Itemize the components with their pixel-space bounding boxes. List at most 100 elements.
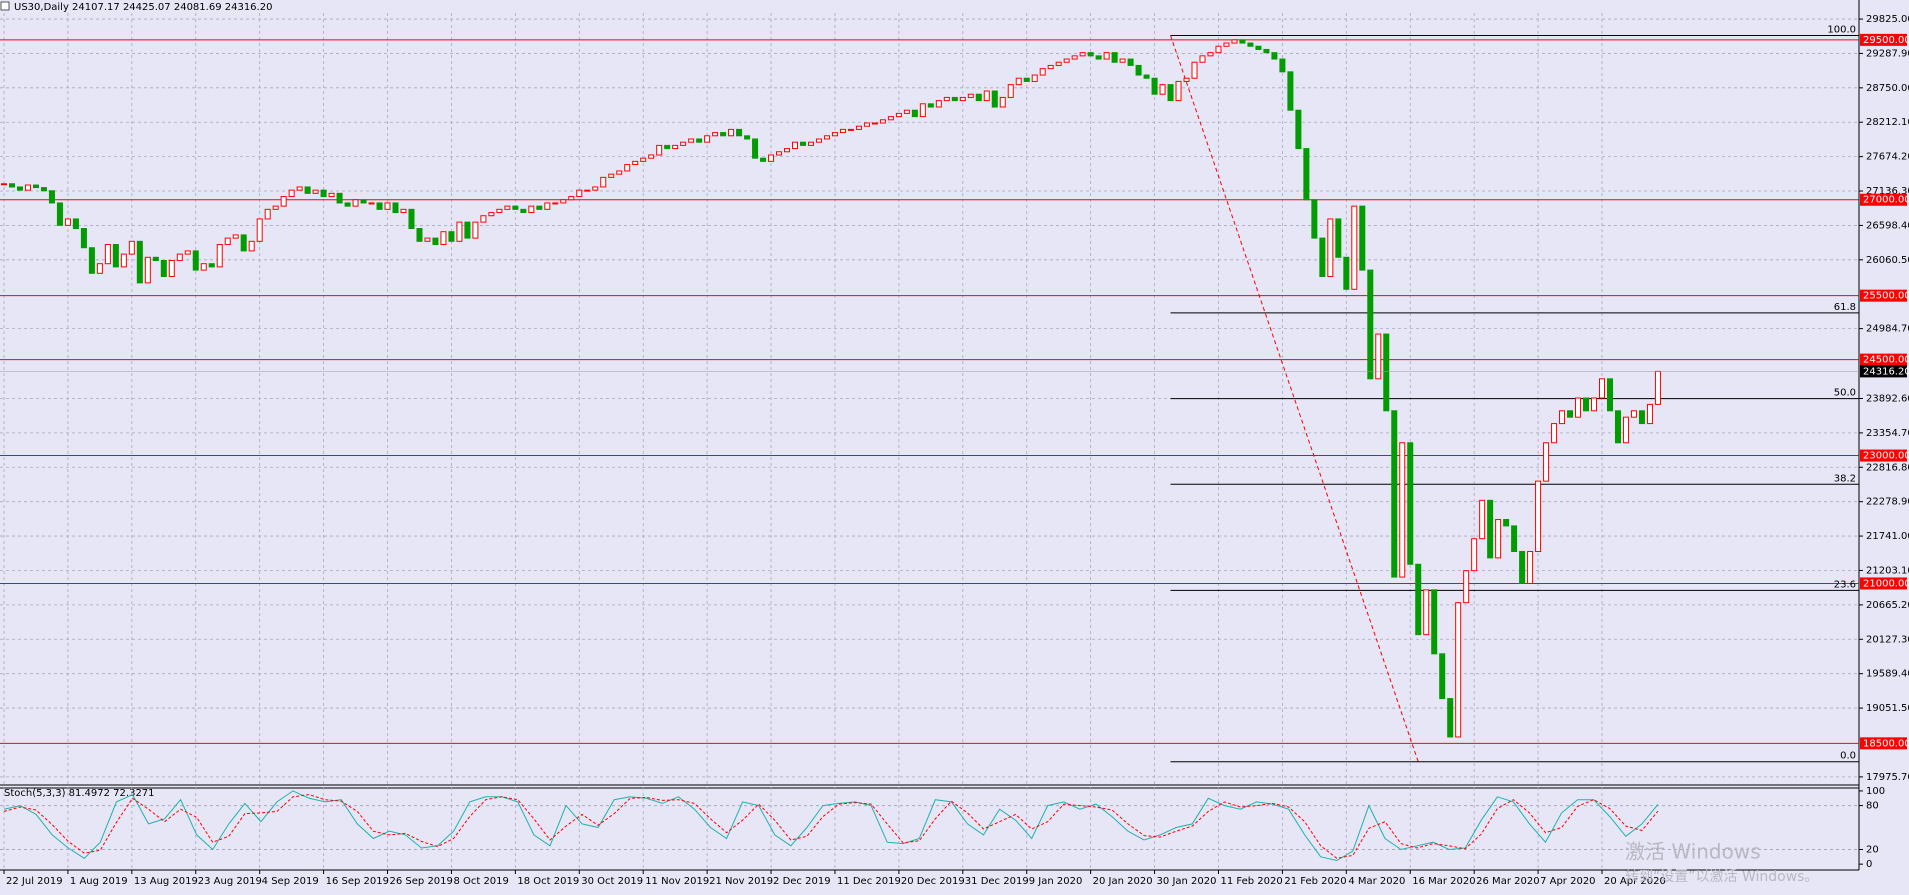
candle: [1319, 237, 1326, 277]
candle: [991, 90, 998, 108]
candle: [807, 141, 814, 146]
candle: [528, 205, 535, 214]
candle: [1263, 48, 1270, 54]
x-tick-label: 30 Jan 2020: [1157, 876, 1217, 887]
candle: [847, 128, 854, 131]
candle: [1646, 403, 1653, 425]
candle: [1391, 410, 1398, 578]
candle: [248, 240, 255, 252]
x-tick-label: 20 Dec 2019: [901, 876, 965, 887]
candle: [280, 196, 287, 207]
x-tick-label: 16 Mar 2020: [1412, 876, 1475, 887]
level-label: 18500.00: [1863, 738, 1909, 749]
candle: [1622, 416, 1629, 444]
candle: [544, 202, 551, 210]
candle: [448, 231, 455, 242]
candle: [144, 256, 151, 284]
candle: [368, 202, 375, 205]
candle: [1015, 77, 1022, 86]
y-tick-label: 23354.70: [1866, 428, 1909, 439]
candle: [1471, 538, 1478, 572]
candle: [536, 205, 543, 210]
candle: [560, 199, 567, 204]
candle: [1255, 45, 1262, 50]
candle: [975, 93, 982, 102]
y-tick-label: 20665.20: [1866, 600, 1909, 611]
candle: [911, 109, 918, 118]
y-tick-label: 17975.70: [1866, 772, 1909, 783]
candle: [1127, 58, 1134, 66]
candle: [768, 154, 775, 162]
candle: [1103, 52, 1110, 60]
candle: [983, 90, 990, 102]
candle: [424, 237, 431, 242]
level-label-box: [1860, 577, 1907, 590]
level-label-box: [1860, 193, 1907, 206]
candle: [264, 208, 271, 220]
candle: [1311, 199, 1318, 239]
level-label: 23000.00: [1863, 451, 1909, 462]
candle: [887, 116, 894, 121]
candle: [1463, 570, 1470, 604]
candle: [176, 253, 183, 261]
candle: [1247, 42, 1254, 47]
candle: [1567, 410, 1574, 418]
candle: [80, 228, 87, 249]
candle: [232, 234, 239, 239]
x-tick-label: 23 Aug 2019: [198, 876, 262, 887]
candle: [967, 93, 974, 98]
candle: [600, 176, 607, 188]
candle: [1503, 519, 1510, 527]
candle: [192, 250, 199, 271]
candle: [56, 202, 63, 226]
level-label: 25500.00: [1863, 291, 1909, 302]
level-label: 27000.00: [1863, 195, 1909, 206]
candle: [1303, 148, 1310, 201]
candle: [1231, 39, 1238, 44]
candle: [823, 135, 830, 140]
y-tick-label: 29825.00: [1866, 14, 1909, 25]
candle: [120, 253, 127, 268]
chart-title: US30,Daily 24107.17 24425.07 24081.69 24…: [14, 2, 272, 13]
candle: [1159, 84, 1166, 95]
y-tick-label: 26060.50: [1866, 255, 1909, 266]
candle: [344, 202, 351, 207]
candle: [1215, 45, 1222, 54]
indicator-title: Stoch(5,3,3) 81.4972 72.3271: [4, 788, 155, 799]
candle: [152, 256, 159, 262]
candle: [999, 96, 1006, 108]
candle: [839, 128, 846, 134]
candle: [879, 119, 886, 124]
candle: [1415, 563, 1422, 636]
candle: [1559, 410, 1566, 425]
candle: [312, 189, 319, 194]
x-tick-label: 21 Feb 2020: [1284, 876, 1346, 887]
candle: [464, 221, 471, 239]
candle: [1535, 480, 1542, 552]
candle: [760, 157, 767, 162]
candle: [776, 151, 783, 156]
candle: [871, 122, 878, 125]
candle: [328, 192, 335, 198]
x-tick-label: 30 Oct 2019: [581, 876, 643, 887]
candle: [1295, 109, 1302, 150]
candle: [216, 244, 223, 268]
candle: [360, 199, 367, 204]
candle: [1183, 77, 1190, 82]
candle: [1111, 52, 1118, 63]
x-tick-label: 20 Jan 2020: [1093, 876, 1153, 887]
candle: [895, 112, 902, 118]
candle: [1167, 84, 1174, 102]
candle: [432, 237, 439, 246]
candle: [1407, 442, 1414, 565]
candle: [800, 141, 806, 146]
y-tick-label: 28212.10: [1866, 117, 1909, 128]
fib-label: 61.8: [1834, 302, 1856, 313]
level-label: 29500.00: [1863, 35, 1909, 46]
candle: [488, 212, 495, 217]
candle: [64, 218, 71, 226]
fib-label: 38.2: [1834, 473, 1856, 484]
y-tick-label: 100: [1866, 786, 1885, 797]
candle: [1638, 410, 1645, 425]
